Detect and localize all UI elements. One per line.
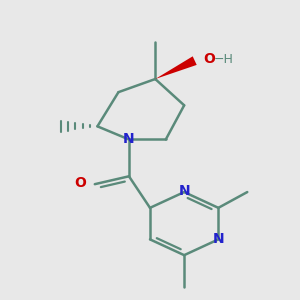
Text: N: N xyxy=(178,184,190,198)
Polygon shape xyxy=(155,56,197,79)
Text: N: N xyxy=(212,232,224,246)
Text: O: O xyxy=(203,52,215,66)
Text: N: N xyxy=(123,133,135,146)
Text: −H: −H xyxy=(214,53,233,66)
Text: O: O xyxy=(74,176,86,190)
